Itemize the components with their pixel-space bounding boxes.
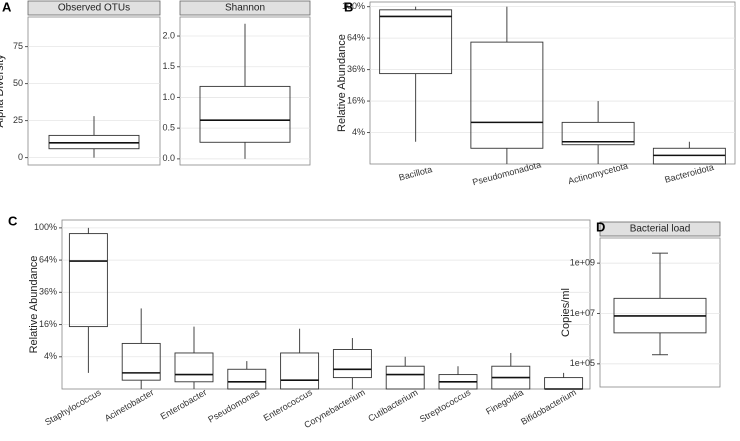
x-tick-label: Bacillota	[398, 164, 433, 182]
box	[280, 352, 320, 390]
box	[68, 233, 108, 328]
x-tick-label: Acinetobacter	[103, 387, 156, 423]
y-tick-label: 16%	[39, 319, 57, 329]
y-tick-label: 0.5	[162, 123, 175, 133]
box	[332, 349, 372, 379]
y-axis-label: Copies/ml	[560, 288, 572, 337]
panel-label: D	[596, 219, 605, 234]
facet-strip	[179, 0, 311, 16]
x-tick-label: Streptococcus	[418, 387, 473, 424]
facet-title: Observed OTUs	[58, 3, 130, 14]
y-tick-label: 4%	[352, 127, 365, 137]
plot-frame	[61, 219, 591, 390]
y-axis-label: Relative Abundance	[28, 256, 40, 354]
box	[199, 85, 291, 143]
y-tick-label: 1.5	[162, 61, 175, 71]
facet-strip	[27, 0, 161, 16]
box	[121, 342, 161, 381]
box	[379, 9, 453, 75]
y-axis-label: Relative Abundance	[336, 34, 348, 132]
y-tick-label: 36%	[39, 287, 57, 297]
x-tick-label: Staphylococcus	[43, 387, 103, 427]
box	[385, 365, 425, 390]
x-tick-label: Finegoldia	[484, 387, 525, 416]
y-tick-label: 1e+07	[570, 308, 595, 318]
x-tick-label: Cutibacterium	[366, 387, 419, 423]
x-tick-label: Actinomycetota	[567, 161, 629, 187]
panel-label: B	[344, 0, 353, 14]
box	[227, 368, 267, 390]
y-tick-label: 64%	[39, 254, 57, 264]
y-tick-label: 2.0	[162, 30, 175, 40]
y-tick-label: 100%	[34, 222, 57, 232]
x-tick-label: Enterococcus	[262, 387, 315, 423]
y-tick-label: 50	[13, 78, 23, 88]
facet-title: Shannon	[225, 3, 265, 14]
y-tick-label: 100%	[342, 1, 365, 11]
y-tick-label: 64%	[347, 32, 365, 42]
x-tick-label: Enterobacter	[159, 387, 209, 421]
y-tick-label: 1e+05	[570, 358, 595, 368]
y-tick-label: 1.0	[162, 92, 175, 102]
y-tick-label: 0.0	[162, 153, 175, 163]
y-tick-label: 0	[18, 152, 23, 162]
y-tick-label: 16%	[347, 95, 365, 105]
y-tick-label: 36%	[347, 64, 365, 74]
facet-strip	[599, 221, 721, 237]
y-tick-label: 4%	[44, 351, 57, 361]
x-tick-label: Bacteroidota	[664, 162, 715, 185]
x-tick-label: Bifidobacterium	[519, 387, 578, 427]
box	[470, 41, 544, 149]
facet-title: Bacterial load	[630, 224, 691, 235]
panel-label: C	[8, 213, 18, 228]
box	[561, 121, 635, 146]
y-tick-label: 25	[13, 115, 23, 125]
y-axis-label: Alpha Diversity	[0, 54, 6, 128]
x-tick-label: Pseudomonas	[206, 387, 261, 425]
plot-frame	[369, 1, 736, 165]
plot-frame	[27, 16, 161, 166]
y-tick-label: 1e+09	[570, 258, 595, 268]
y-tick-label: 75	[13, 41, 23, 51]
box	[174, 352, 214, 383]
panel-label: A	[2, 0, 12, 14]
